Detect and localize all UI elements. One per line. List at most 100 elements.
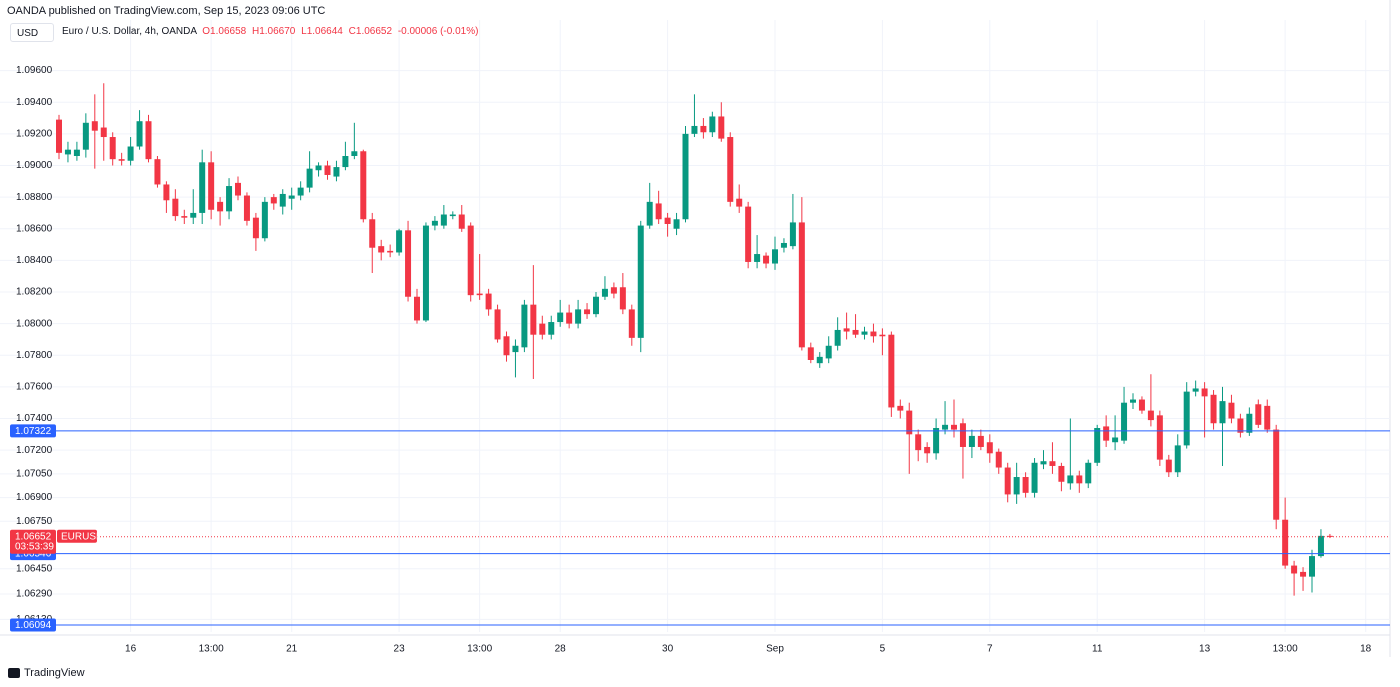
candle-body [1264,405,1271,430]
x-tick-label: 30 [662,644,674,655]
candle-body [852,329,859,335]
candle-body [834,329,841,346]
candle-body [127,146,134,161]
candle-body [691,125,698,134]
candle-body [342,156,349,168]
price-line-label: 1.07322 [15,426,52,437]
candle-body [1255,404,1262,425]
candle-body [1067,475,1074,484]
candle-body [163,184,170,201]
candle-body [512,345,519,353]
candle-body [610,287,617,294]
ohlc-open: O1.06658 [202,26,247,37]
candle-body [682,133,689,220]
candle-body [351,151,358,156]
candle-body [772,249,778,264]
candle-body [333,167,340,177]
candle-body [601,288,608,297]
candle-body [637,225,644,338]
candle-body [1112,437,1119,443]
candle-body [1317,535,1324,557]
candle-body [951,424,957,430]
candle-body [315,165,322,171]
candle-body [521,304,528,348]
candle-body [1300,571,1307,577]
candle-body [539,323,546,335]
candle-body [798,222,805,348]
ohlc-close: C1.06652 [348,26,393,37]
candle-body [449,214,456,217]
candle-body [530,304,537,335]
current-price-label: 1.06652 [15,531,52,542]
candle-body [405,230,412,297]
candle-body [1004,467,1011,495]
candle-body [861,331,868,335]
candle-body [968,435,975,447]
price-line-label-bg [10,424,56,438]
candle-body [476,293,483,296]
candle-body [91,121,98,131]
candle-body [959,423,966,447]
candle-body [154,159,161,185]
x-tick-label: 7 [987,644,993,655]
candle-body [763,255,770,264]
candle-body [888,334,895,408]
candle-body [566,312,573,324]
symbol-label-bg [57,529,97,543]
candle-body [673,219,680,229]
candle-body [199,162,206,213]
candle-body [1121,402,1128,441]
candle-body [324,165,331,175]
countdown-label: 03:53:39 [15,541,54,552]
candle-body [1156,415,1163,460]
candle-body [387,250,394,253]
candle-body [754,254,761,262]
candle-body [109,137,116,160]
candle-body [1273,429,1280,520]
candle-body [1183,391,1190,446]
candle-body [360,151,367,220]
candle-body [1219,401,1226,424]
candle-body [288,195,295,199]
x-tick-label: 13:00 [467,644,492,655]
candle-body [1174,445,1181,473]
y-tick-label: 1.08000 [16,318,53,329]
published-note: OANDA published on TradingView.com, Sep … [7,5,326,17]
candle-body [261,201,268,239]
candle-body [700,125,707,133]
candle-body [924,446,931,454]
candle-body [145,121,152,160]
y-tick-label: 1.06450 [16,563,53,574]
candle-body [1165,459,1172,473]
candle-body [270,197,277,204]
candle-body [440,214,447,226]
price-line-label: 1.06546 [15,549,52,560]
candle-body [718,116,725,139]
candle-body [655,203,662,220]
candle-body [906,410,913,435]
candle-body [557,312,564,323]
candle-body [64,149,71,155]
candle-body [1201,388,1208,397]
candle-body [1094,428,1101,463]
candle-body [217,201,224,212]
candle-body [494,309,501,340]
candle-body [584,309,591,315]
candle-body [1022,477,1029,493]
currency-button[interactable]: USD [10,23,54,42]
y-tick-label: 1.06750 [16,516,53,527]
candle-body [226,186,233,212]
candle-body [1058,465,1065,482]
candle-body [870,331,877,337]
candle-body [977,435,984,447]
x-tick-label: 13:00 [1273,644,1298,655]
x-tick-label: 18 [1360,644,1372,655]
ohlc-low: L1.06644 [301,26,343,37]
candle-body [73,149,80,156]
y-tick-label: 1.08200 [16,287,53,298]
y-tick-label: 1.07600 [16,382,53,393]
current-price-label-bg [10,529,56,554]
y-tick-label: 1.06900 [16,492,53,503]
candle-body [458,214,465,229]
